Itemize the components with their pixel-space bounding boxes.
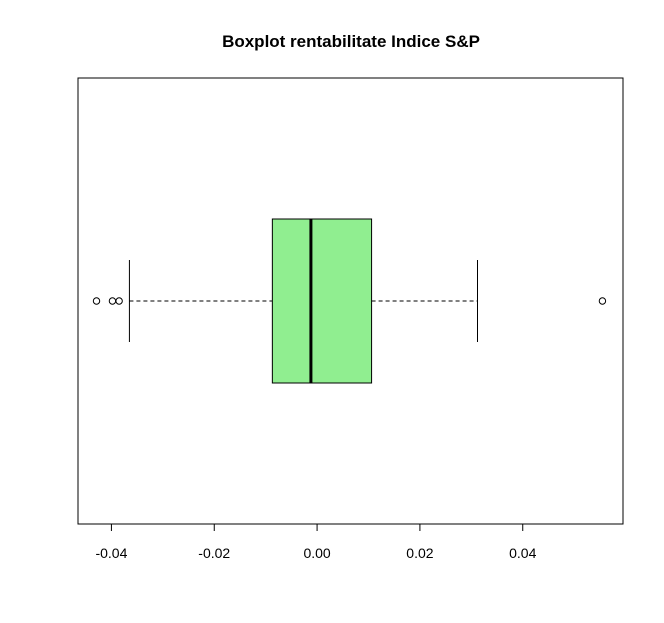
outlier-point <box>115 297 123 305</box>
x-tick-label: -0.02 <box>198 545 230 561</box>
interquartile-box <box>271 218 373 384</box>
x-tick-label: -0.04 <box>95 545 127 561</box>
x-tick-label: 0.00 <box>303 545 330 561</box>
chart-title: Boxplot rentabilitate Indice S&P <box>222 32 480 51</box>
boxplot-series <box>92 218 607 384</box>
x-axis: -0.04 -0.02 0.00 0.02 0.04 <box>95 523 537 561</box>
x-tick-label: 0.04 <box>509 545 536 561</box>
x-tick-label: 0.02 <box>406 545 433 561</box>
outlier-point <box>598 297 607 305</box>
outlier-point <box>92 297 101 305</box>
outlier-point <box>108 297 117 305</box>
